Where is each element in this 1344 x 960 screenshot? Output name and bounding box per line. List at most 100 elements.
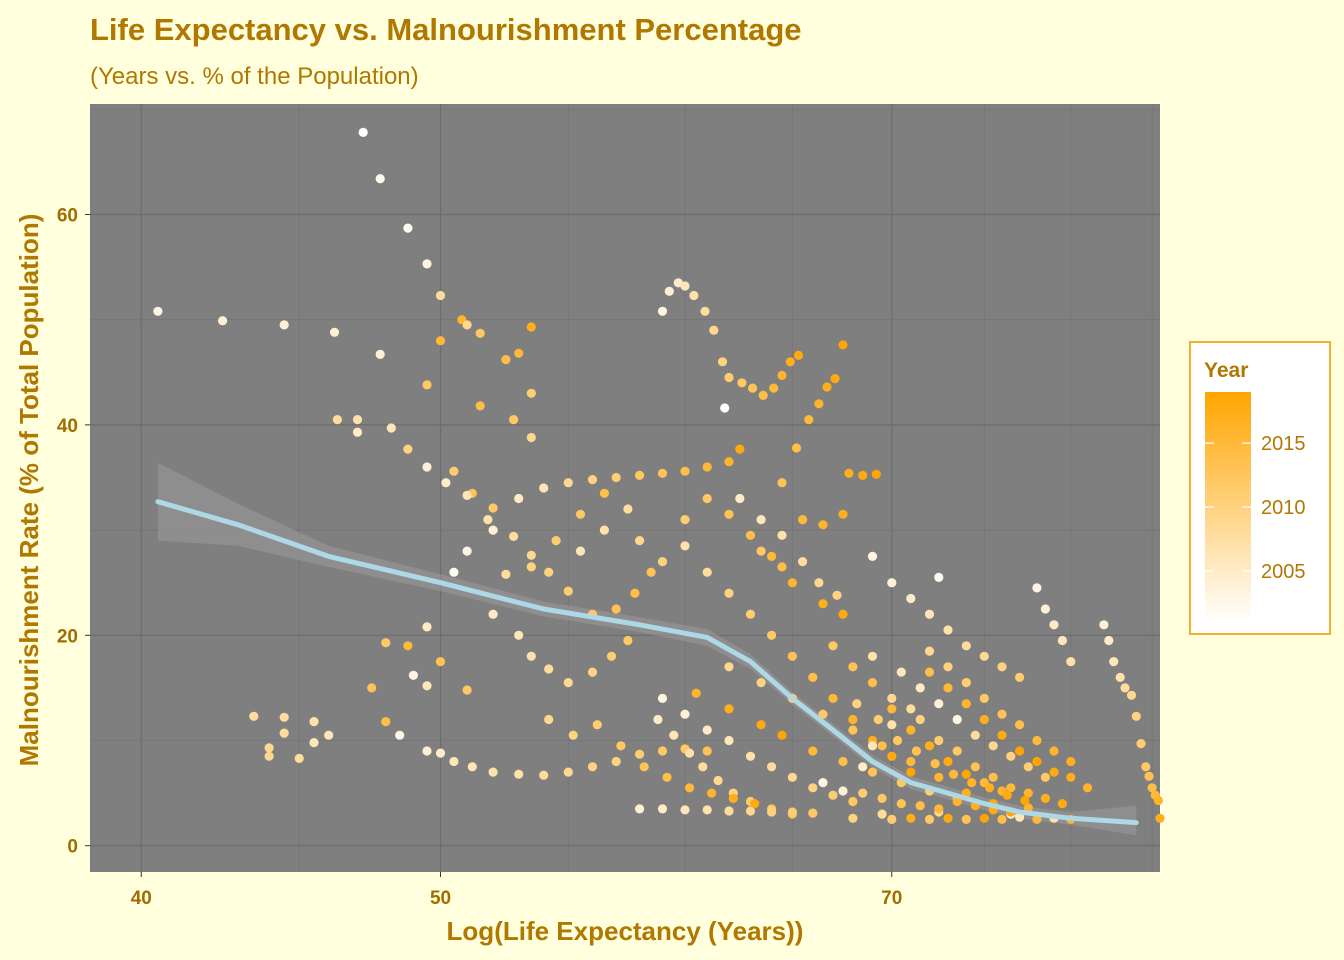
- data-point: [1082, 783, 1093, 793]
- data-point: [818, 709, 828, 719]
- data-point: [664, 286, 674, 296]
- data-point: [737, 378, 747, 388]
- data-point: [279, 320, 289, 330]
- data-point: [848, 714, 858, 725]
- data-point: [822, 382, 832, 392]
- data-point: [702, 493, 712, 504]
- data-point: [449, 466, 459, 476]
- data-point: [657, 306, 668, 316]
- data-point: [745, 806, 756, 816]
- data-point: [1066, 756, 1076, 767]
- data-point: [403, 223, 413, 233]
- data-point: [756, 720, 766, 730]
- data-point: [702, 805, 712, 815]
- data-point: [1057, 635, 1067, 646]
- data-point: [867, 551, 878, 562]
- data-point: [1040, 604, 1050, 614]
- data-point: [818, 599, 828, 609]
- data-point: [943, 813, 953, 823]
- data-point: [462, 546, 472, 556]
- data-point: [563, 767, 573, 777]
- data-point: [264, 743, 274, 753]
- data-point: [635, 749, 645, 759]
- data-point: [689, 290, 699, 301]
- data-point: [858, 762, 868, 772]
- data-point: [680, 709, 690, 719]
- data-point: [728, 793, 738, 804]
- data-point: [700, 306, 710, 316]
- data-point: [358, 127, 368, 137]
- data-point: [422, 259, 432, 269]
- data-point: [702, 746, 712, 756]
- data-point: [988, 741, 998, 751]
- data-point: [606, 651, 617, 661]
- data-point: [563, 678, 573, 688]
- data-point: [934, 772, 944, 782]
- data-point: [488, 767, 498, 777]
- chart-subtitle: (Years vs. % of the Population): [90, 63, 419, 90]
- data-point: [630, 588, 640, 598]
- data-point: [462, 490, 472, 500]
- data-point: [508, 415, 519, 425]
- data-point: [867, 741, 878, 751]
- data-point: [997, 730, 1007, 740]
- data-point: [684, 783, 695, 793]
- data-point: [943, 756, 953, 767]
- data-point: [952, 796, 962, 807]
- data-point: [488, 525, 498, 535]
- data-point: [777, 370, 787, 380]
- data-point: [979, 693, 989, 704]
- data-point: [329, 327, 340, 337]
- data-point: [791, 443, 802, 453]
- data-point: [934, 699, 944, 709]
- data-point: [724, 509, 734, 519]
- data-point: [818, 520, 828, 530]
- smooth-line-layer: [155, 499, 1139, 826]
- data-point: [873, 714, 883, 725]
- data-point: [435, 657, 446, 667]
- data-point: [1120, 683, 1130, 693]
- data-point: [367, 683, 377, 693]
- data-point: [1006, 751, 1016, 761]
- data-point: [1141, 762, 1151, 772]
- data-point: [758, 390, 768, 400]
- data-point: [1099, 620, 1109, 630]
- data-point: [887, 720, 897, 730]
- data-point: [804, 415, 814, 425]
- data-point: [1144, 771, 1154, 781]
- data-point: [756, 678, 766, 688]
- data-point: [526, 651, 536, 661]
- data-point: [599, 525, 610, 535]
- data-point: [375, 174, 385, 184]
- data-point: [309, 738, 319, 748]
- data-point: [848, 813, 858, 823]
- data-point: [934, 804, 944, 814]
- data-point: [906, 767, 916, 777]
- data-point: [952, 746, 962, 756]
- data-point: [352, 415, 363, 425]
- data-point: [1126, 690, 1137, 700]
- data-point: [724, 735, 734, 746]
- data-point: [814, 578, 824, 588]
- data-point: [724, 457, 734, 467]
- plot-panel: [90, 104, 1160, 872]
- data-point: [544, 714, 554, 725]
- data-point: [635, 804, 645, 814]
- data-point: [1040, 772, 1050, 782]
- data-point: [1006, 783, 1016, 793]
- data-point: [767, 630, 777, 640]
- data-point: [501, 569, 511, 579]
- y-tick-label: 20: [57, 626, 78, 647]
- data-point: [756, 515, 766, 525]
- data-point: [702, 567, 712, 577]
- data-point: [887, 704, 897, 714]
- data-point: [381, 717, 391, 727]
- data-point: [952, 714, 962, 725]
- data-point: [748, 383, 758, 393]
- data-point: [551, 536, 561, 546]
- data-point: [934, 572, 944, 583]
- data-point: [979, 813, 989, 823]
- data-point: [911, 746, 922, 756]
- data-point: [435, 290, 446, 301]
- data-point: [943, 625, 953, 635]
